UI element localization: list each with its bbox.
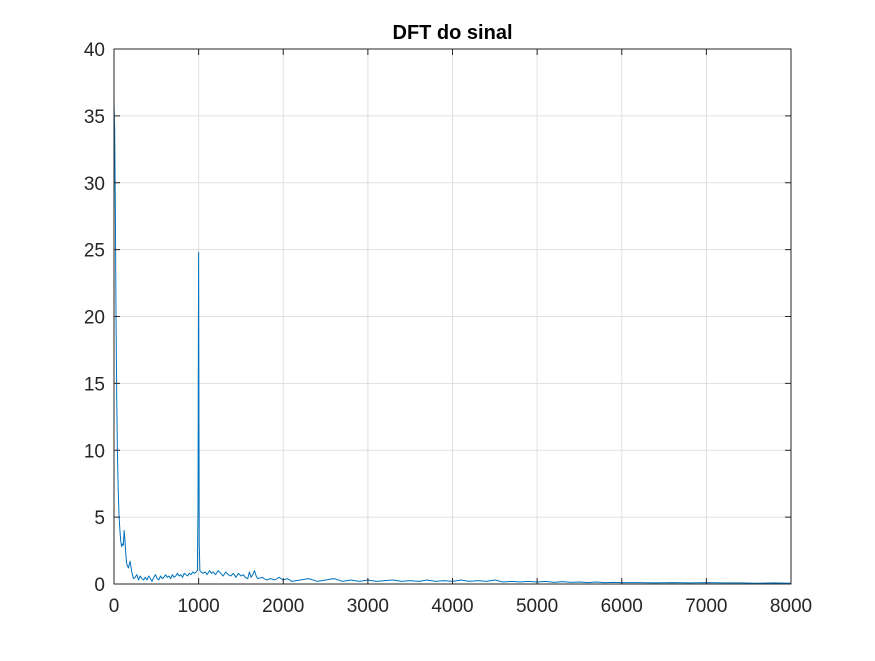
x-tick-label: 8000 bbox=[770, 596, 812, 617]
y-tick-label: 15 bbox=[84, 374, 105, 395]
x-tick-label: 4000 bbox=[431, 596, 473, 617]
grid-lines bbox=[113, 48, 792, 585]
y-tick-label: 0 bbox=[94, 575, 105, 596]
y-axis-ticks: 0 5 10 15 20 25 30 35 40 bbox=[84, 40, 791, 596]
x-tick-label: 1000 bbox=[177, 596, 219, 617]
series-layer bbox=[113, 102, 792, 584]
chart-title: DFT do sinal bbox=[393, 22, 513, 44]
y-tick-label: 5 bbox=[94, 508, 105, 529]
y-tick-label: 25 bbox=[84, 241, 105, 262]
x-tick-label: 3000 bbox=[347, 596, 389, 617]
x-axis-ticks: 0 1000 2000 3000 4000 5000 6000 7000 8000 bbox=[109, 49, 812, 617]
x-tick-label: 0 bbox=[109, 596, 120, 617]
y-tick-label: 30 bbox=[84, 174, 105, 195]
y-tick-label: 40 bbox=[84, 40, 105, 61]
y-tick-label: 20 bbox=[84, 308, 105, 329]
x-tick-label: 7000 bbox=[685, 596, 727, 617]
series-line-0 bbox=[113, 102, 792, 584]
y-tick-label: 35 bbox=[84, 107, 105, 128]
x-tick-label: 2000 bbox=[262, 596, 304, 617]
x-tick-label: 6000 bbox=[601, 596, 643, 617]
y-tick-label: 10 bbox=[84, 441, 105, 462]
x-tick-label: 5000 bbox=[516, 596, 558, 617]
